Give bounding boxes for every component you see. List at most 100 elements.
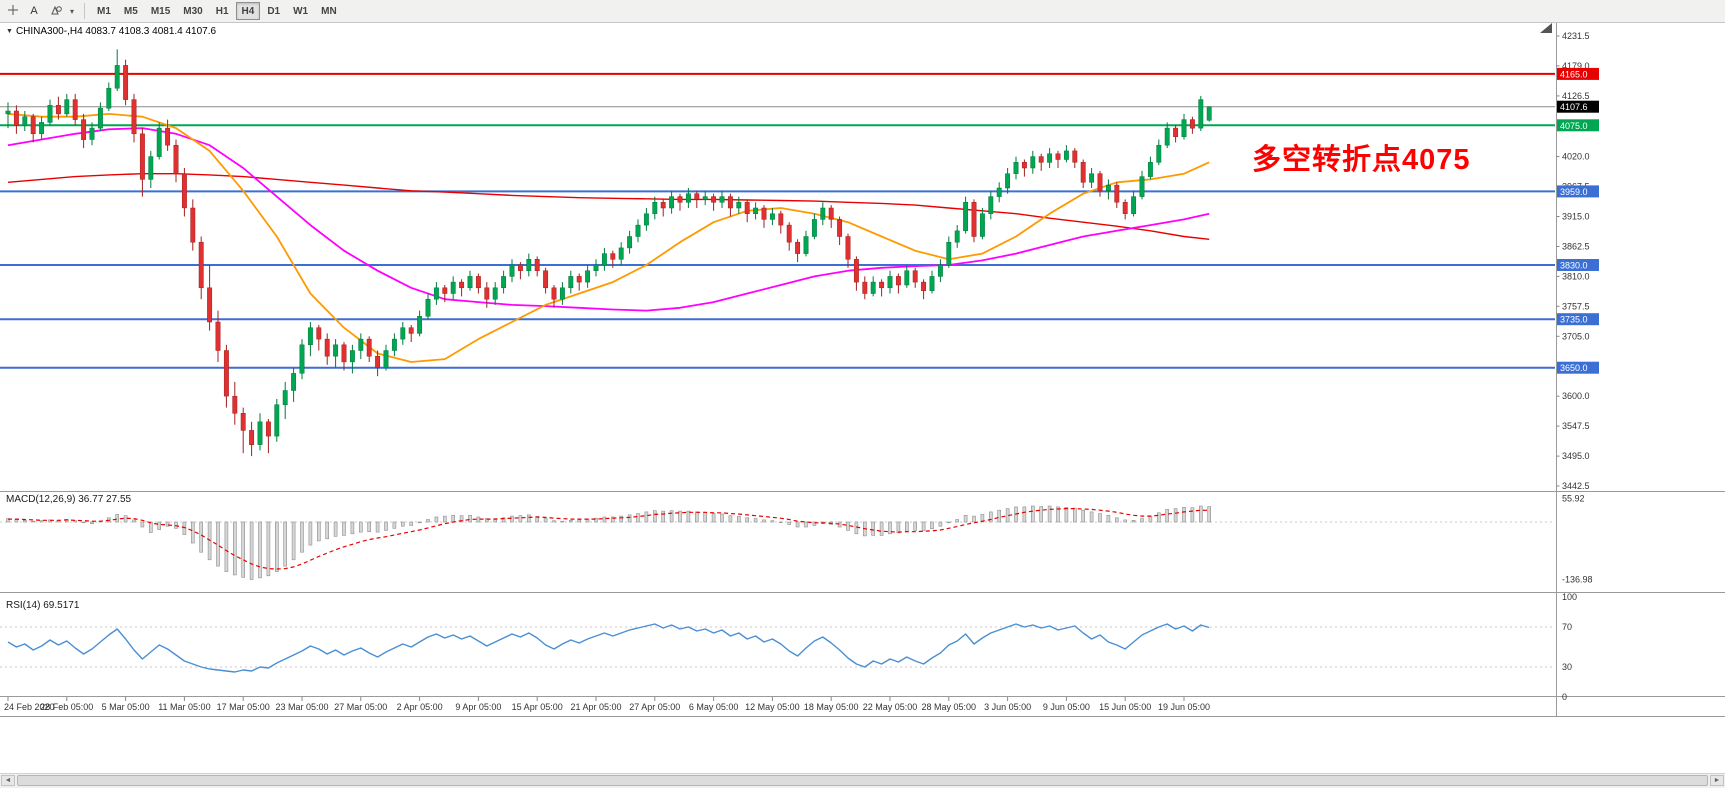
candle: [97, 107, 103, 129]
scrollbar-thumb[interactable]: [17, 775, 1708, 786]
candle: [139, 133, 145, 180]
candle: [517, 264, 523, 271]
chart-title: ▼ CHINA300-,H4 4083.7 4108.3 4081.4 4107.…: [6, 26, 216, 37]
rsi-axis-label: 0: [1562, 692, 1567, 702]
candle: [568, 276, 574, 289]
candle: [1156, 144, 1162, 163]
macd-label: MACD(12,26,9) 36.77 27.55: [6, 494, 132, 505]
tools-dropdown-caret[interactable]: ▾: [69, 6, 74, 16]
date-axis-label: 27 Apr 05:00: [629, 702, 680, 712]
ma-red-line: [7, 172, 1210, 240]
candle: [358, 338, 364, 351]
date-axis-label: 19 Jun 05:00: [1158, 702, 1210, 712]
date-axis-label: 18 May 05:00: [804, 702, 859, 712]
rsi-label: RSI(14) 69.5171: [6, 600, 80, 611]
candle: [761, 207, 767, 220]
candle: [769, 213, 775, 220]
candle: [677, 196, 683, 203]
price-tag: [1557, 100, 1599, 113]
candle: [727, 196, 733, 209]
candle: [72, 99, 78, 120]
cursor-tool-button[interactable]: [3, 2, 23, 20]
candle: [1114, 184, 1120, 203]
candle: [593, 264, 599, 271]
timeframe-mn[interactable]: MN: [321, 5, 337, 17]
shapes-icon: [48, 4, 62, 19]
candle: [879, 281, 885, 289]
candle: [719, 196, 725, 203]
date-axis-label: 28 Feb 05:00: [40, 702, 93, 712]
candle: [1097, 173, 1103, 192]
candle: [828, 207, 834, 220]
candle: [215, 321, 221, 351]
rsi-axis-label: 70: [1562, 622, 1572, 632]
candle: [803, 236, 809, 254]
price-axis-label: 3495.0: [1562, 451, 1590, 461]
candle: [1173, 127, 1179, 137]
chart-dropdown-icon[interactable]: ▼: [6, 28, 13, 35]
candle: [64, 99, 70, 115]
candle: [492, 287, 498, 300]
candle: [601, 253, 607, 266]
candle: [979, 213, 985, 237]
svg-text:4075.0: 4075.0: [1560, 121, 1588, 131]
draw-shapes-button[interactable]: [45, 2, 65, 20]
ma-magenta-line: [7, 127, 1210, 312]
candle: [635, 224, 641, 237]
timeframe-m15[interactable]: M15: [150, 5, 171, 17]
candle: [946, 241, 952, 266]
candle: [375, 355, 381, 368]
rsi-line: [7, 623, 1210, 673]
candle: [887, 276, 893, 289]
price-axis-label: 3547.5: [1562, 421, 1590, 431]
candle: [173, 144, 179, 174]
candle: [786, 224, 792, 243]
candle: [467, 276, 473, 289]
toolbar-separator: [84, 3, 85, 19]
candle: [669, 196, 675, 209]
candle: [618, 247, 624, 260]
price-axis-label: 3757.5: [1562, 301, 1590, 311]
date-axis-label: 28 May 05:00: [922, 702, 977, 712]
candle: [753, 207, 759, 214]
candle: [585, 270, 591, 283]
timeframe-h4[interactable]: H4: [235, 2, 261, 20]
price-axis-label: 3442.5: [1562, 481, 1590, 491]
timeframe-m30[interactable]: M30: [183, 5, 203, 17]
candle: [123, 65, 129, 100]
text-tool-button[interactable]: A: [30, 5, 38, 17]
candle: [22, 116, 28, 126]
candle: [408, 327, 414, 334]
candle: [660, 202, 666, 209]
candle: [996, 187, 1002, 197]
horizontal-scrollbar[interactable]: ◄ ►: [0, 773, 1725, 788]
date-axis-label: 12 May 05:00: [745, 702, 800, 712]
candle: [400, 327, 406, 340]
candle: [190, 207, 196, 243]
candle: [30, 116, 36, 135]
candle: [257, 421, 263, 445]
price-axis-label: 3862.5: [1562, 242, 1590, 252]
timeframe-d1[interactable]: D1: [267, 5, 281, 17]
timeframe-m5[interactable]: M5: [123, 5, 138, 17]
candle: [576, 276, 582, 283]
timeframe-m1[interactable]: M1: [97, 5, 111, 17]
timeframe-h1[interactable]: H1: [215, 5, 229, 17]
candle: [543, 270, 549, 289]
candle: [954, 230, 960, 243]
candle: [349, 350, 355, 363]
candle: [559, 287, 565, 300]
date-axis-label: 6 May 05:00: [689, 702, 739, 712]
price-axis-label: 3600.0: [1562, 391, 1590, 401]
candle: [1206, 106, 1212, 121]
candle: [627, 236, 633, 249]
crosshair-icon: [7, 4, 19, 19]
timeframe-w1[interactable]: W1: [293, 5, 309, 17]
price-axis-label: 3915.0: [1562, 212, 1590, 222]
toolbar: A ▾ M1 M5 M15 M30 H1 H4 D1 W1 MN: [0, 0, 1725, 23]
scroll-right-button[interactable]: ►: [1710, 775, 1724, 786]
scroll-left-button[interactable]: ◄: [1, 775, 15, 786]
candle: [1181, 119, 1187, 137]
rsi-axis-label: 100: [1562, 592, 1577, 602]
